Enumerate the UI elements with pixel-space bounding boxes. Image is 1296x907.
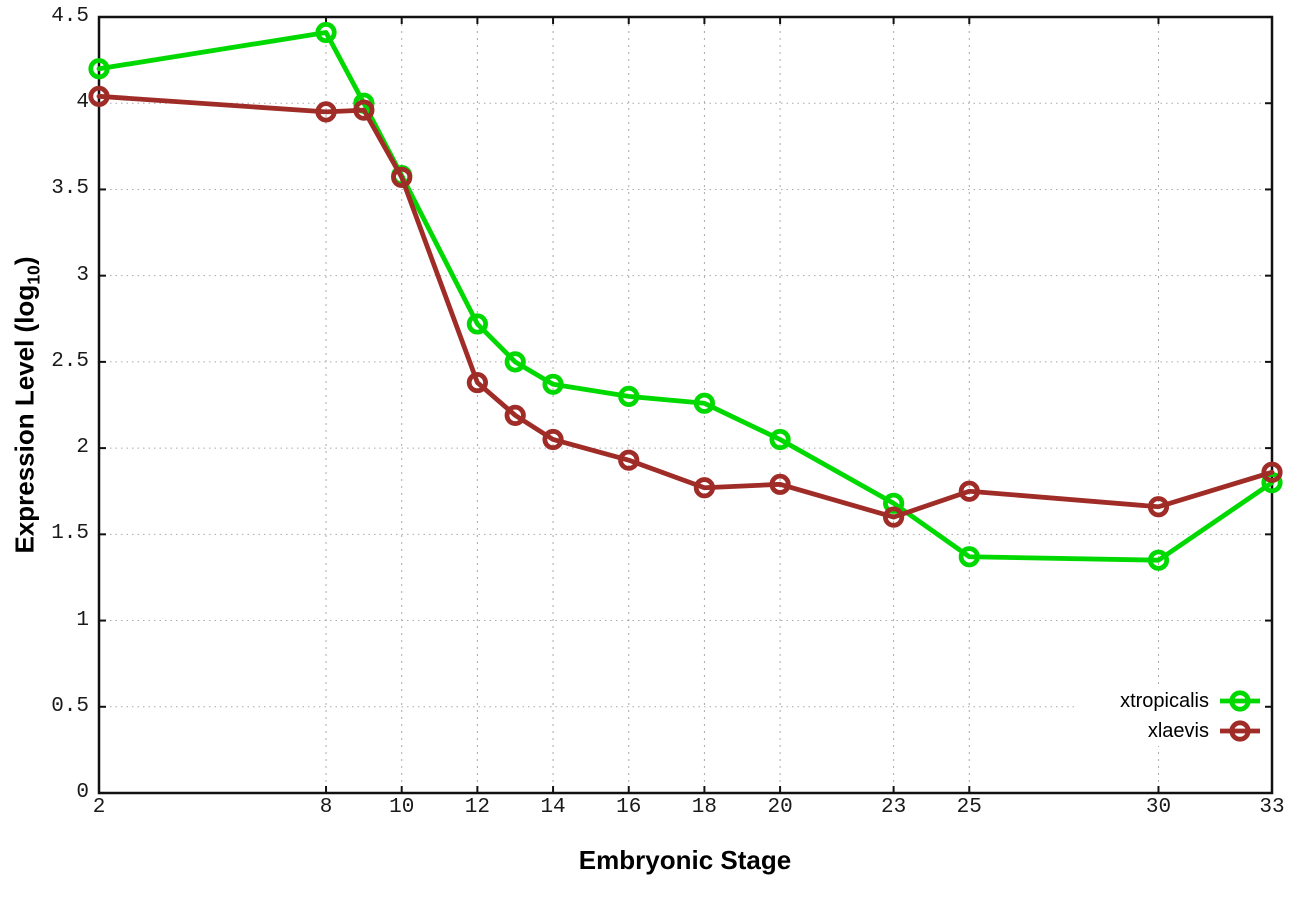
legend-label-xlaevis: xlaevis — [1147, 719, 1209, 742]
y-tick-label-4.5: 4.5 — [51, 5, 89, 28]
legend: xtropicalis xlaevis — [1078, 686, 1262, 746]
x-tick-label-30: 30 — [1145, 796, 1172, 819]
x-tick-label-10: 10 — [389, 796, 415, 819]
y-tick-label-0: 0 — [76, 781, 89, 804]
data-point-xtropicalis-stage-18 — [693, 392, 716, 414]
data-point-xlaevis-stage-12 — [466, 371, 488, 394]
data-point-xtropicalis-stage-13 — [504, 351, 526, 373]
data-point-xtropicalis-stage-23 — [883, 492, 905, 514]
data-point-xtropicalis-stage-8 — [315, 21, 337, 44]
y-tick-label-4: 4 — [76, 91, 89, 115]
data-point-xtropicalis-stage-16 — [618, 385, 640, 407]
data-point-xlaevis-stage-10 — [391, 166, 413, 188]
data-point-xtropicalis-stage-20 — [769, 428, 791, 451]
data-point-xlaevis-stage-9 — [353, 99, 375, 121]
x-tick-label-23: 23 — [881, 796, 907, 819]
x-tick-label-18: 18 — [691, 796, 718, 819]
legend-marker-xtropicalis-icon — [1220, 690, 1260, 712]
y-tick-label-2.5: 2.5 — [51, 349, 89, 373]
y-tick-label-0.5: 0.5 — [51, 694, 89, 718]
legend-item-xlaevis: xlaevis — [1120, 716, 1262, 746]
data-point-xlaevis-stage-20 — [769, 473, 791, 495]
data-point-xlaevis-stage-14 — [542, 428, 564, 451]
y-tick-label-2: 2 — [76, 436, 89, 460]
data-point-xlaevis-stage-13 — [504, 404, 526, 426]
x-tick-label-20: 20 — [767, 796, 793, 819]
x-tick-label-12: 12 — [464, 796, 490, 819]
x-tick-label-14: 14 — [540, 796, 566, 819]
data-point-xtropicalis-stage-14 — [542, 373, 564, 395]
plot-border — [97, 15, 1274, 795]
data-point-xlaevis-stage-30 — [1147, 496, 1170, 518]
x-tick-label-8: 8 — [319, 796, 333, 819]
data-point-xtropicalis-stage-25 — [958, 546, 980, 568]
x-tick-label-25: 25 — [956, 796, 982, 819]
legend-label-xtropicalis: xtropicalis — [1120, 689, 1209, 712]
data-point-xlaevis-stage-25 — [958, 480, 980, 502]
y-tick-label-1.5: 1.5 — [51, 522, 89, 546]
data-point-xlaevis-stage-18 — [693, 477, 716, 499]
data-point-xtropicalis-stage-12 — [466, 313, 488, 335]
data-point-xlaevis-stage-8 — [315, 101, 337, 123]
legend-marker-xlaevis-icon — [1220, 720, 1260, 742]
y-axis-title: Expression Level (log10) — [9, 256, 44, 553]
y-tick-label-3: 3 — [76, 263, 89, 287]
x-tick-label-2: 2 — [92, 796, 106, 819]
y-tick-label-1: 1 — [76, 608, 89, 632]
x-axis-title: Embryonic Stage — [578, 845, 792, 875]
data-point-xlaevis-stage-33 — [1261, 461, 1283, 483]
data-point-xlaevis-stage-23 — [883, 506, 905, 528]
x-tick-label-33: 33 — [1259, 796, 1285, 819]
y-axis-title-text: Expression Level (log — [9, 284, 40, 554]
y-tick-label-3.5: 3.5 — [51, 177, 89, 201]
x-tick-label-16: 16 — [616, 796, 642, 819]
data-point-xtropicalis-stage-30 — [1147, 549, 1170, 571]
data-point-xlaevis-stage-2 — [88, 85, 110, 107]
legend-item-xtropicalis: xtropicalis — [1120, 686, 1262, 716]
data-point-xlaevis-stage-16 — [618, 449, 640, 471]
series-line-xlaevis — [96, 93, 1275, 520]
data-point-xtropicalis-stage-2 — [88, 58, 110, 80]
